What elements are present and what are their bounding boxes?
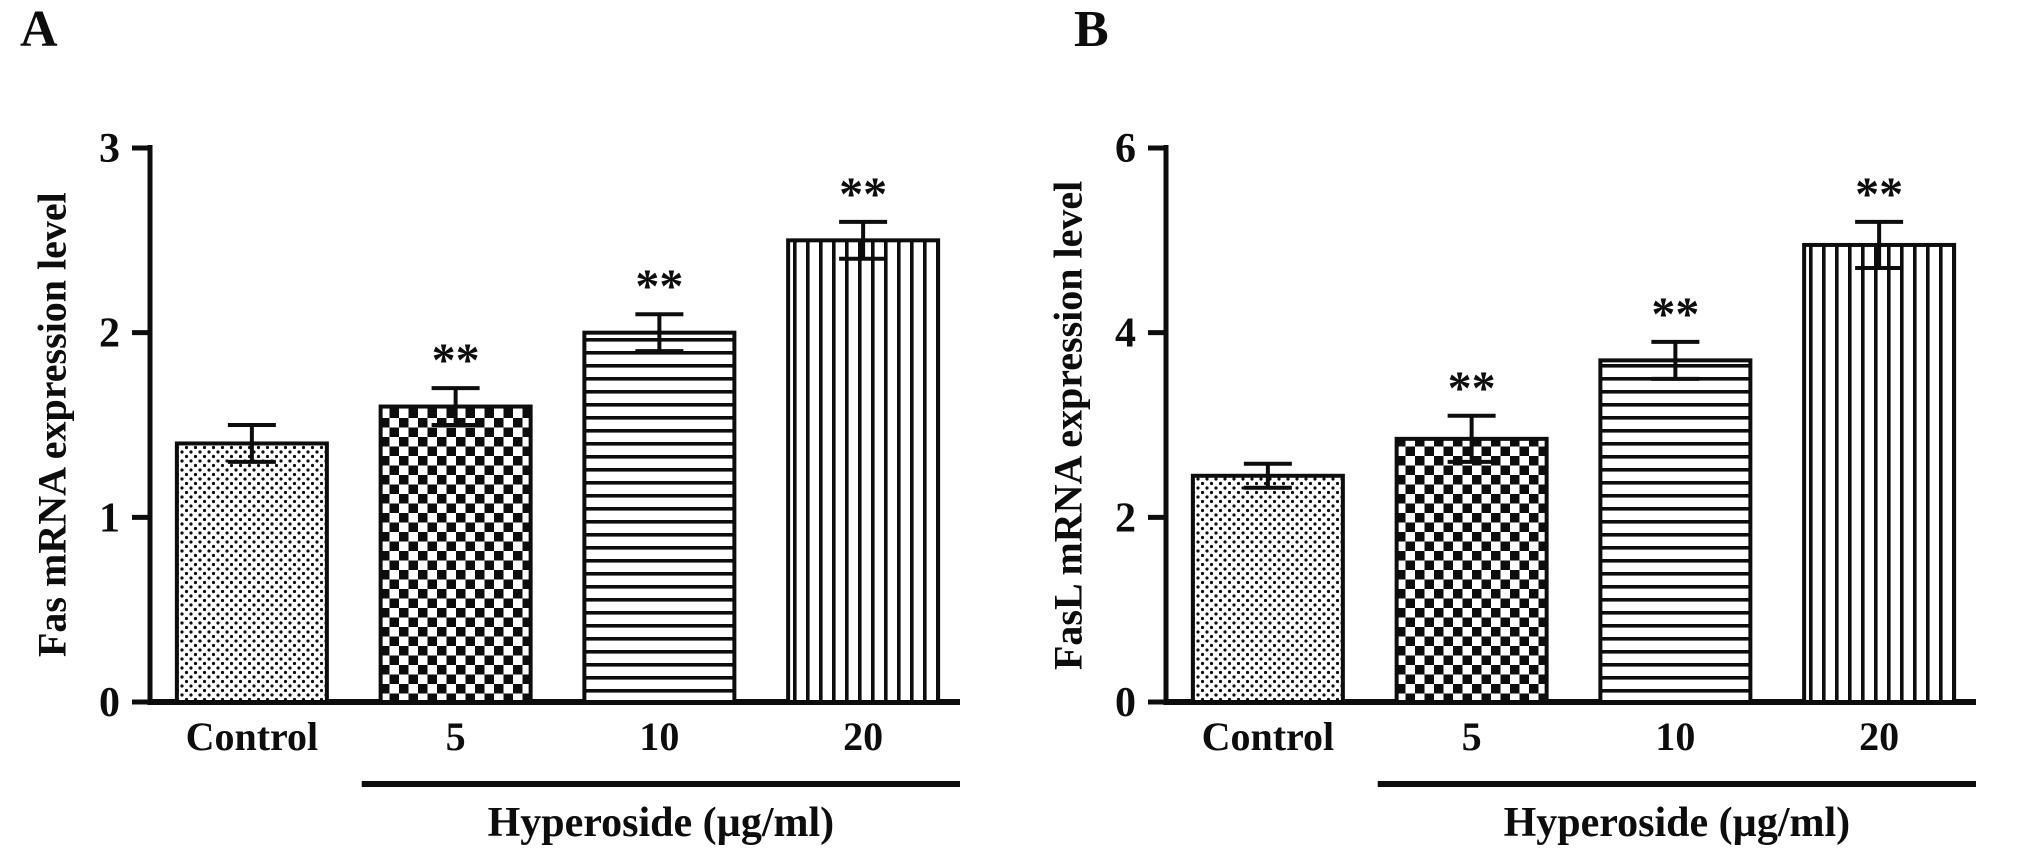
bar-control: [1190, 473, 1345, 704]
panel-letter-b: B: [1074, 1, 1109, 58]
significance-marker: **: [839, 168, 887, 221]
x-category-label: 5: [1462, 714, 1482, 759]
significance-marker: **: [432, 334, 480, 387]
x-category-label: 20: [1859, 714, 1899, 759]
significance-marker: **: [1855, 168, 1903, 221]
panel-a: A Fas mRNA expression level 0 1 2 3 Control *…: [0, 0, 1015, 855]
bar-10: [1598, 358, 1753, 704]
x-category-label: 10: [639, 714, 679, 759]
bar-5: [378, 404, 533, 704]
y-tick-label: 6: [1115, 126, 1136, 172]
y-tick-label: 2: [99, 311, 120, 357]
y-tick-label: 0: [99, 680, 120, 726]
bar-5: [1394, 436, 1549, 704]
bar-control: [174, 441, 329, 704]
x-category-label: 20: [843, 714, 883, 759]
significance-marker: **: [635, 260, 683, 313]
bar-10: [582, 330, 737, 704]
y-tick-label: 1: [99, 495, 120, 541]
x-category-label: Control: [186, 714, 319, 759]
panel-letter-a: A: [20, 1, 58, 58]
bar-20: [1802, 242, 1957, 704]
x-category-label: 5: [446, 714, 466, 759]
significance-marker: **: [1448, 362, 1496, 415]
x-category-label: Control: [1202, 714, 1335, 759]
y-tick-label: 2: [1115, 495, 1136, 541]
y-tick-label: 4: [1115, 311, 1136, 357]
group-label: Hyperoside (µg/ml): [488, 800, 835, 846]
panel-b: B FasL mRNA expression level 0 2 4 6 Control…: [1016, 0, 2031, 855]
y-tick-label: 3: [99, 126, 120, 172]
bar-20: [786, 238, 941, 704]
significance-marker: **: [1651, 288, 1699, 341]
group-label: Hyperoside (µg/ml): [1504, 800, 1851, 846]
x-category-label: 10: [1655, 714, 1695, 759]
y-tick-label: 0: [1115, 680, 1136, 726]
